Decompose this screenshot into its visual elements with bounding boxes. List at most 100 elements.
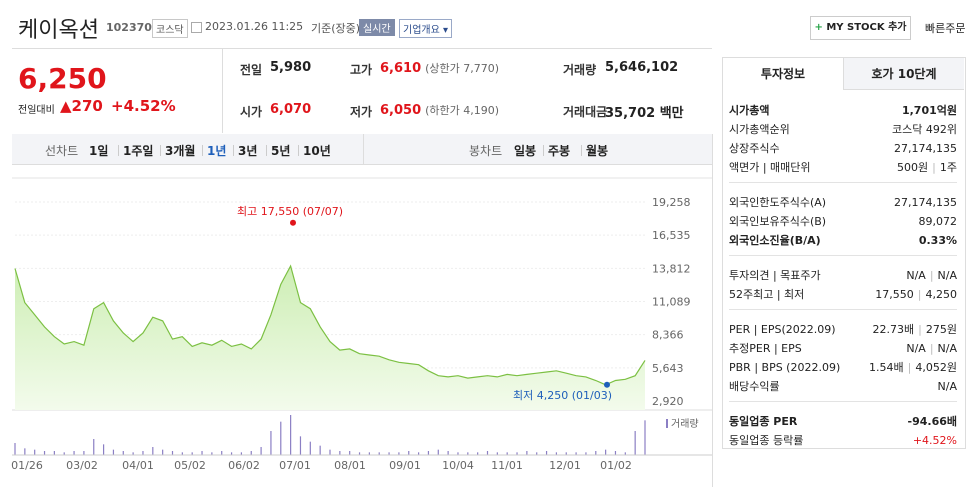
info-row: 투자의견 | 목표주가 N/A | N/A <box>729 267 957 285</box>
value-sep: | <box>932 161 936 174</box>
quote-extra: (하한가 4,190) <box>425 104 500 117</box>
high-marker <box>290 219 296 226</box>
x-tick-label: 01/02 <box>600 459 632 472</box>
company-button[interactable]: 기업개요 ▾ <box>399 19 453 38</box>
calendar-icon <box>191 22 202 33</box>
volume-bar <box>644 420 646 455</box>
y-tick-label: 11,089 <box>652 296 691 309</box>
tab-sep <box>266 145 267 156</box>
value-sep: | <box>918 323 922 336</box>
info-values: 1,701억원 <box>902 102 957 120</box>
info-label: 52주최고 | 최저 <box>729 288 805 301</box>
candle-period-tab[interactable]: 주봉 <box>548 144 571 158</box>
info-values: N/A <box>938 378 957 396</box>
volume-bar <box>457 452 459 455</box>
volume-bar <box>211 452 213 455</box>
tab-sep <box>118 145 119 156</box>
info-value: 1주 <box>939 161 957 174</box>
section-line <box>729 309 957 310</box>
volume-bar <box>388 452 390 455</box>
candle-period-tab[interactable]: 월봉 <box>586 144 609 158</box>
info-row: 동일업종 등락률 +4.52% <box>729 432 957 450</box>
info-tab[interactable]: 호가 10단계 <box>843 58 964 90</box>
tab-sep <box>202 145 203 156</box>
mystock-button[interactable]: + MY STOCK 추가 <box>810 16 911 40</box>
period-tab[interactable]: 3년 <box>238 144 258 158</box>
info-values: 500원 | 1주 <box>897 159 957 177</box>
period-tab[interactable]: 1주일 <box>123 144 154 158</box>
volume-bar <box>506 452 508 455</box>
tab-sep <box>160 145 161 156</box>
volume-bar <box>417 452 420 455</box>
volume-bar <box>378 452 380 455</box>
volume-bar <box>83 451 85 455</box>
basis: 기준(장중) <box>311 22 361 35</box>
x-tick-label: 08/01 <box>334 459 366 472</box>
info-value: 500원 <box>897 161 929 174</box>
volume-bar <box>201 451 203 455</box>
candle-period-tab[interactable]: 일봉 <box>514 144 537 158</box>
info-panel <box>722 57 966 449</box>
volume-bar <box>516 452 518 455</box>
info-row: 동일업종 PER -94.66배 <box>729 413 957 431</box>
info-label: 액면가 | 매매단위 <box>729 161 811 174</box>
info-values: 27,174,135 <box>894 140 957 158</box>
volume-bar <box>290 415 292 455</box>
volume-bar <box>162 449 164 455</box>
y-tick-label: 13,812 <box>652 262 691 275</box>
value-sep: | <box>917 288 922 301</box>
quote-label: 거래대금 <box>563 105 608 119</box>
period-tab[interactable]: 3개월 <box>165 144 196 158</box>
quote-value: 5,980 <box>270 60 311 75</box>
line-tab[interactable]: 선차트 <box>45 144 79 158</box>
period-tab[interactable]: 1일 <box>89 144 109 158</box>
period-tab[interactable]: 5년 <box>271 144 291 158</box>
volume-bar <box>260 447 262 455</box>
info-values: 22.73배 | 275원 <box>873 321 957 339</box>
datetime: 2023.01.26 11:25 <box>205 20 304 33</box>
volume-bar <box>349 451 351 455</box>
market-badge: 코스닥 <box>152 19 188 38</box>
quote-number: 6,050 <box>380 103 422 118</box>
info-values: 89,072 <box>919 213 958 231</box>
quote-value: 5,646,102 <box>605 60 678 75</box>
y-tick-label: 19,258 <box>652 196 691 209</box>
info-value: N/A <box>937 269 957 282</box>
info-value: -94.66배 <box>907 415 957 428</box>
period-tab[interactable]: 10년 <box>303 144 331 158</box>
info-values: 1.54배 | 4,052원 <box>869 359 957 377</box>
stock-code: 102370 <box>106 21 152 34</box>
volume-bar <box>299 436 302 455</box>
quote-number: 5,980 <box>270 60 312 75</box>
tab-sep <box>543 145 544 156</box>
candle-tab[interactable]: 봉차트 <box>469 144 503 158</box>
quote-number: 35,702 백만 <box>605 106 684 121</box>
x-tick-label: 03/02 <box>66 459 98 472</box>
volume-label: 거래량 <box>671 418 699 430</box>
volume-bar <box>34 449 36 455</box>
low-label: 최저 4,250 (01/03) <box>513 389 612 402</box>
info-row: 시가총액순위 코스닥 492위 <box>729 121 957 139</box>
tab-sep <box>298 145 299 156</box>
volume-bar <box>329 449 331 455</box>
info-tab-active[interactable]: 투자정보 <box>723 58 843 90</box>
volume-bar <box>526 451 528 455</box>
quick-order[interactable]: 빠른주문 <box>925 22 966 35</box>
volume-bar <box>181 452 183 455</box>
volume-bar <box>408 451 410 455</box>
volume-bar <box>624 452 626 455</box>
period-tab[interactable]: 1년 <box>207 144 227 158</box>
quote-label: 시가 <box>240 105 263 119</box>
volume-bar <box>280 421 282 455</box>
info-value: N/A <box>937 342 957 355</box>
realtime-badge[interactable]: 실시간 <box>359 19 395 36</box>
volume-bar <box>191 452 193 455</box>
info-value: 코스닥 492위 <box>892 123 957 136</box>
quote-label: 고가 <box>350 63 373 77</box>
price-line <box>14 264 646 386</box>
info-row: 추정PER | EPS N/A | N/A <box>729 340 957 358</box>
x-tick-label: 10/04 <box>442 459 474 472</box>
info-values: 27,174,135 <box>894 194 957 212</box>
info-row: 상장주식수 27,174,135 <box>729 140 957 158</box>
